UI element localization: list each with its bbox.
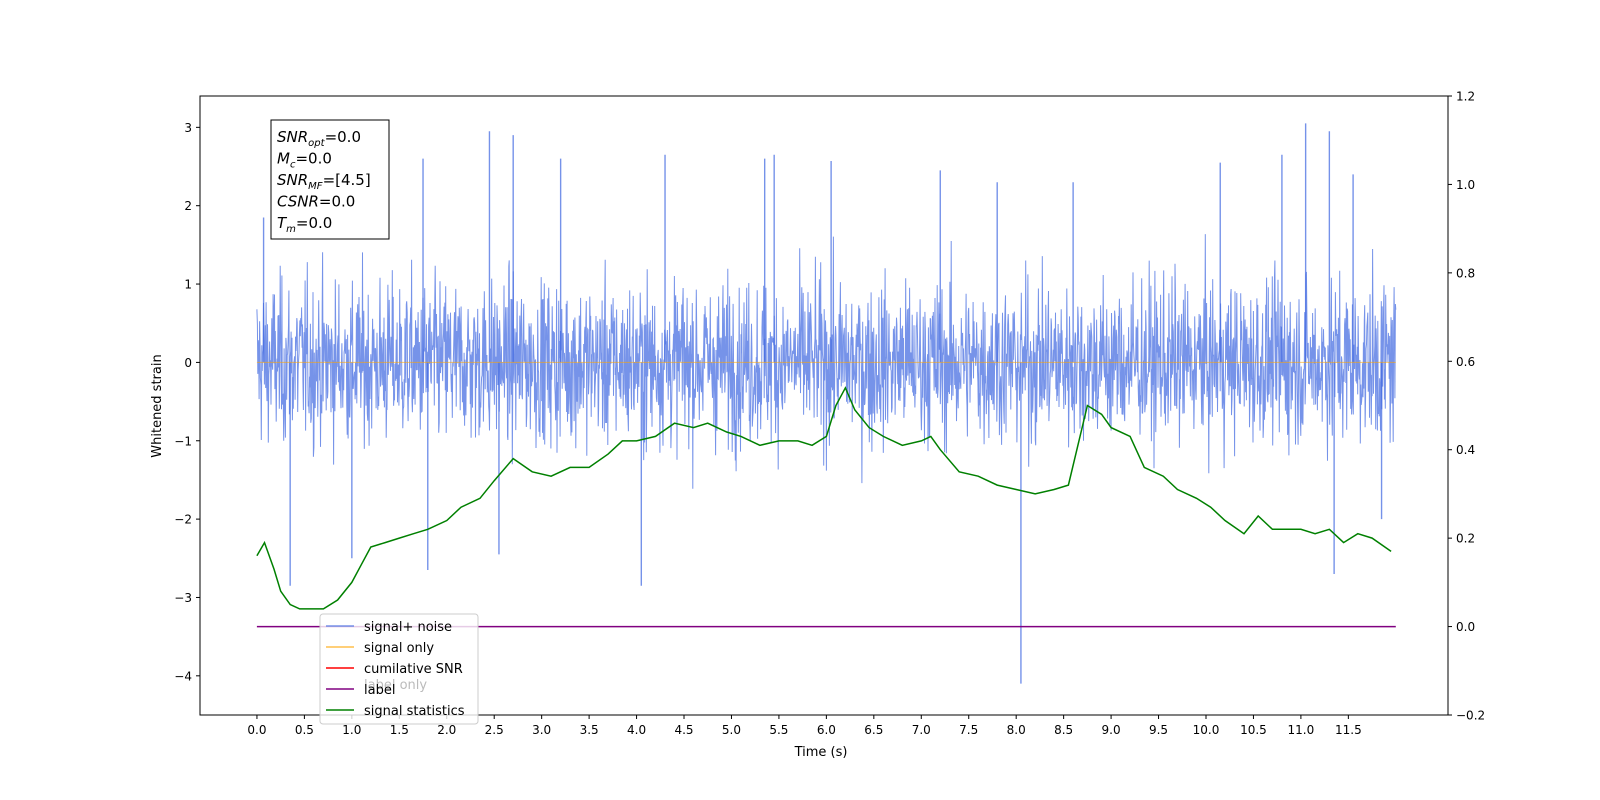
annotation-box-frame xyxy=(270,119,390,240)
y-tick-label: −3 xyxy=(174,591,192,605)
x-tick-label: 3.5 xyxy=(580,723,599,737)
annotation-line: CSNR=0.0 xyxy=(277,193,355,211)
y-tick-label: 0 xyxy=(184,356,192,370)
annotation-line: Tm=0.0 xyxy=(277,214,332,235)
legend-label: signal only xyxy=(364,641,434,656)
y2-tick-label: −0.2 xyxy=(1456,709,1485,723)
y-tick-label: −1 xyxy=(174,434,192,448)
x-tick-label: 4.5 xyxy=(674,723,693,737)
y-tick-label: −4 xyxy=(174,669,192,683)
legend-label: label xyxy=(364,683,395,698)
y-tick-label: −2 xyxy=(174,513,192,527)
stats-annotation-box: SNRopt=0.0Mc=0.0SNRMF=[4.5]CSNR=0.0Tm=0.… xyxy=(270,119,390,240)
y2-tick-label: 0.8 xyxy=(1456,266,1475,280)
x-axis-label: Time (s) xyxy=(794,745,848,760)
x-tick-label: 9.0 xyxy=(1102,723,1121,737)
y2-tick-label: 0.6 xyxy=(1456,355,1475,369)
x-tick-label: 6.5 xyxy=(864,723,883,737)
annotation-subscript: opt xyxy=(308,138,325,149)
annotation-line: Mc=0.0 xyxy=(277,150,332,171)
y2-tick-label: 0.2 xyxy=(1456,532,1475,546)
x-tick-label: 11.0 xyxy=(1288,723,1315,737)
x-tick-label: 0.0 xyxy=(247,723,266,737)
annotation-line: SNRopt=0.0 xyxy=(277,128,361,149)
annotation-line: SNRMF=[4.5] xyxy=(277,171,371,192)
signal-noise-line xyxy=(256,234,1397,489)
y2-tick-label: 1.0 xyxy=(1456,178,1475,192)
x-tick-label: 5.0 xyxy=(722,723,741,737)
y2-axis-ticks: 1.2 1.0 0.8 0.6 0.4 0.2 0.0 −0.2 xyxy=(1448,90,1485,723)
annotation-value: =0.0 xyxy=(319,193,355,211)
annotation-subscript: m xyxy=(286,224,296,235)
legend-label: signal statistics xyxy=(364,704,465,719)
y2-tick-label: 1.2 xyxy=(1456,90,1475,104)
annotation-subscript: c xyxy=(290,160,296,171)
annotation-symbol: SNR xyxy=(277,128,308,146)
legend-label: cumilative SNR xyxy=(364,662,463,677)
x-tick-label: 4.0 xyxy=(627,723,646,737)
x-tick-label: 8.5 xyxy=(1054,723,1073,737)
x-tick-label: 5.5 xyxy=(769,723,788,737)
series-layer xyxy=(256,123,1397,684)
annotation-value: =0.0 xyxy=(325,128,361,146)
x-tick-label: 10.5 xyxy=(1240,723,1267,737)
x-tick-label: 7.5 xyxy=(959,723,978,737)
legend: label only signal+ noise signal only cumila… xyxy=(319,613,479,725)
x-tick-label: 2.5 xyxy=(485,723,504,737)
annotation-symbol: T xyxy=(277,214,288,232)
legend-label: signal+ noise xyxy=(364,620,452,635)
x-axis-ticks: 0.0 0.5 1.0 1.5 2.0 2.5 3.0 3.5 4.0 4.5 5.0 5.5 6.0 6… xyxy=(247,715,1362,737)
y-axis-ticks: 3 2 1 0 −1 −2 −3 −4 xyxy=(174,121,200,683)
x-tick-label: 1.5 xyxy=(390,723,409,737)
annotation-symbol: CSNR xyxy=(277,193,319,211)
annotation-value: =0.0 xyxy=(295,150,331,168)
y2-tick-label: 0.0 xyxy=(1456,620,1475,634)
y-tick-label: 1 xyxy=(184,278,192,292)
x-tick-label: 8.0 xyxy=(1007,723,1026,737)
x-tick-label: 6.0 xyxy=(817,723,836,737)
legend-frame xyxy=(319,613,479,725)
y2-tick-label: 0.4 xyxy=(1456,443,1475,457)
y-tick-label: 2 xyxy=(184,199,192,213)
x-tick-label: 9.5 xyxy=(1149,723,1168,737)
annotation-subscript: MF xyxy=(308,181,323,192)
x-tick-label: 11.5 xyxy=(1335,723,1362,737)
x-tick-label: 3.0 xyxy=(532,723,551,737)
x-tick-label: 10.0 xyxy=(1193,723,1220,737)
signal-statistics-line xyxy=(256,386,1392,610)
annotation-symbol: M xyxy=(277,150,290,168)
legend-overlapped-text: label only xyxy=(364,678,427,693)
y-axis-label: Whitened strain xyxy=(150,354,165,457)
y-tick-label: 3 xyxy=(184,121,192,135)
annotation-value: =[4.5] xyxy=(323,171,371,189)
plot-frame xyxy=(199,95,1449,716)
x-tick-label: 2.0 xyxy=(437,723,456,737)
x-tick-label: 7.0 xyxy=(912,723,931,737)
x-tick-label: 1.0 xyxy=(342,723,361,737)
annotation-symbol: SNR xyxy=(277,171,308,189)
annotation-value: =0.0 xyxy=(296,214,332,232)
x-tick-label: 0.5 xyxy=(295,723,314,737)
